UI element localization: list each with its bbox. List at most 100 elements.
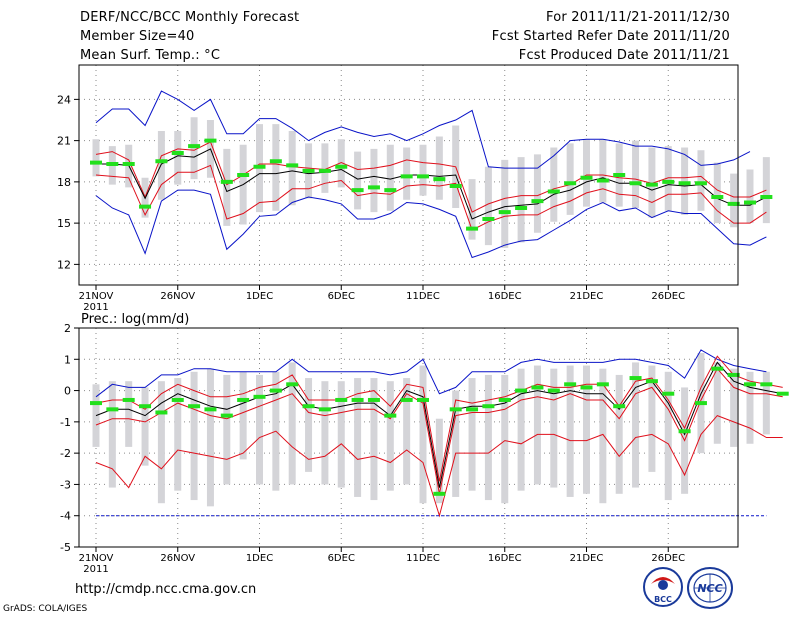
x-tick-label: 26NOV (160, 553, 195, 564)
ensemble-range-bar (386, 381, 394, 491)
ensemble-mean-marker (269, 159, 282, 164)
ensemble-mean-marker (482, 217, 495, 221)
ensemble-mean-marker (662, 179, 675, 184)
y-tick-label: 21 (57, 135, 71, 148)
ensemble-mean-marker (531, 385, 544, 390)
ensemble-mean-marker (727, 372, 740, 377)
ensemble-range-bar (403, 378, 411, 485)
ensemble-mean-marker (547, 388, 560, 393)
ensemble-range-bar (288, 362, 296, 485)
ensemble-mean-marker (482, 404, 495, 409)
grads-credit: GrADS: COLA/IGES (3, 604, 88, 614)
x-tick-label: 11DEC (406, 291, 440, 302)
p90-line (95, 141, 767, 213)
ensemble-range-bar (370, 378, 378, 501)
ensemble-range-bar (730, 368, 738, 447)
ensemble-mean-marker (335, 397, 348, 402)
ensemble-mean-marker (678, 181, 691, 186)
ensemble-range-bar (92, 384, 100, 447)
y-tick-label: 15 (57, 217, 71, 230)
p05-line (95, 415, 783, 518)
x-tick-label: 16DEC (488, 291, 522, 302)
ensemble-mean-marker (188, 404, 201, 409)
ensemble-range-bar (746, 371, 754, 444)
ensemble-range-bar (468, 179, 476, 240)
ensemble-range-bar (190, 371, 198, 501)
median-line (96, 148, 767, 220)
bcc-logo: BCC (643, 567, 683, 607)
ensemble-mean-marker (139, 204, 152, 209)
ensemble-mean-marker (220, 413, 233, 418)
ensemble-mean-marker (744, 382, 756, 387)
ensemble-mean-marker (711, 366, 724, 371)
ensemble-mean-marker (613, 173, 626, 177)
ensemble-mean-marker (449, 407, 462, 412)
ensemble-range-bar (599, 139, 607, 203)
ensemble-range-bar (125, 381, 133, 447)
ensemble-mean-marker (171, 397, 184, 402)
y-tick-label: 1 (64, 353, 71, 366)
ensemble-range-bar (403, 147, 411, 200)
ensemble-range-bar (730, 173, 738, 228)
ensemble-range-bar (550, 147, 558, 222)
ensemble-mean-marker (318, 168, 331, 173)
ensemble-mean-marker (90, 160, 102, 165)
x-tick-label: 6DEC (328, 553, 355, 564)
ensemble-range-bar (681, 147, 689, 215)
ensemble-mean-marker (433, 177, 446, 182)
ensemble-mean-marker (302, 168, 315, 173)
x-tick-year: 2011 (83, 302, 108, 313)
ensemble-range-bar (386, 144, 394, 211)
ensemble-mean-marker (564, 181, 577, 186)
ensemble-mean-marker (351, 188, 364, 193)
min-line (95, 189, 767, 259)
ensemble-range-bar (452, 390, 460, 497)
ensemble-range-bar (484, 166, 492, 246)
max-line (95, 90, 751, 169)
x-tick-label: 26NOV (160, 291, 195, 302)
forecast-period: For 2011/11/21-2011/12/30 (546, 10, 730, 25)
ensemble-range-bar (648, 365, 656, 472)
ensemble-mean-marker (547, 189, 560, 194)
x-tick-label: 1DEC (246, 553, 273, 564)
y-tick-label: 12 (57, 258, 71, 271)
ensemble-mean-marker (760, 195, 773, 199)
ensemble-mean-marker (384, 188, 397, 193)
ncc-logo: NCC (687, 567, 733, 609)
ensemble-range-bar (550, 368, 558, 488)
source-url[interactable]: http://cmdp.ncc.cma.gov.cn (75, 582, 257, 597)
ensemble-mean-marker (400, 397, 413, 402)
x-tick-label: 21DEC (570, 291, 604, 302)
ensemble-mean-marker (662, 391, 675, 396)
ensemble-range-bar (256, 374, 263, 485)
figure-title: DERF/NCC/BCC Monthly Forecast (80, 10, 300, 25)
ensemble-range-bar (92, 139, 100, 177)
ensemble-range-bar (174, 378, 182, 491)
ensemble-range-bar (762, 371, 770, 435)
x-tick-label: 21DEC (570, 553, 604, 564)
plot-frame (78, 64, 739, 286)
ensemble-mean-marker (106, 407, 119, 412)
ensemble-range-bar (632, 362, 640, 488)
ensemble-mean-marker (417, 397, 429, 402)
ensemble-mean-marker (515, 388, 528, 393)
ensemble-mean-marker (367, 185, 380, 190)
ensemble-mean-marker (367, 397, 380, 402)
member-size: Member Size=40 (80, 29, 195, 44)
ensemble-mean-marker (498, 210, 511, 215)
ensemble-range-bar (664, 371, 672, 501)
ensemble-mean-marker (417, 174, 429, 179)
ensemble-mean-marker (580, 175, 593, 180)
y-tick-label: 0 (64, 385, 71, 398)
ensemble-range-bar (354, 151, 362, 210)
ensemble-mean-marker (449, 184, 462, 188)
ensemble-mean-marker (629, 376, 642, 381)
ensemble-range-bar (288, 131, 296, 206)
ensemble-mean-marker (106, 162, 119, 166)
ensemble-mean-marker (400, 174, 413, 179)
y-tick-label: -2 (60, 447, 71, 460)
ensemble-mean-marker (515, 206, 528, 210)
